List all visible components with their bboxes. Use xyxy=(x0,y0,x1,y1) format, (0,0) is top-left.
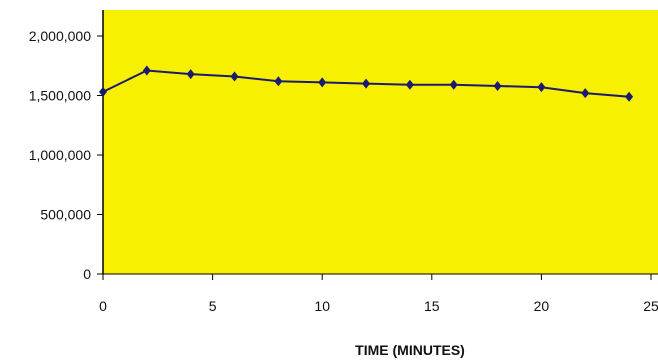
x-axis-ticks: 0 5 10 15 20 25 xyxy=(99,274,658,314)
data-point xyxy=(405,79,414,90)
data-point xyxy=(581,88,590,99)
data-point xyxy=(230,71,239,82)
y-tick-label: 1,000,000 xyxy=(29,147,91,163)
y-tick-label: 2,000,000 xyxy=(29,28,91,44)
x-tick-label: 10 xyxy=(314,298,330,314)
y-axis-ticks: 0 500,000 1,000,000 1,500,000 2,000,000 xyxy=(29,28,103,282)
y-tick-label: 500,000 xyxy=(40,207,91,223)
x-tick-label: 5 xyxy=(209,298,217,314)
data-point xyxy=(274,76,283,87)
data-point xyxy=(449,79,458,90)
plot-background xyxy=(103,10,658,274)
y-tick-label: 1,500,000 xyxy=(29,88,91,104)
y-tick-label: 0 xyxy=(83,266,91,282)
data-point xyxy=(362,78,371,89)
x-tick-label: 15 xyxy=(424,298,440,314)
data-point xyxy=(625,91,634,102)
x-tick-label: 20 xyxy=(534,298,550,314)
data-point xyxy=(186,69,195,80)
x-axis-title: TIME (MINUTES) xyxy=(355,342,465,358)
data-point xyxy=(99,86,107,97)
data-point xyxy=(318,77,327,88)
data-point xyxy=(142,65,151,76)
data-point xyxy=(493,80,502,91)
x-tick-label: 25 xyxy=(643,298,658,314)
data-points xyxy=(99,65,634,102)
data-point xyxy=(537,82,546,93)
x-tick-label: 0 xyxy=(99,298,107,314)
